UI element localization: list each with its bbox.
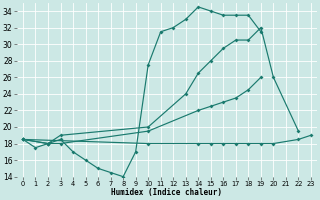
X-axis label: Humidex (Indice chaleur): Humidex (Indice chaleur) [111, 188, 222, 197]
